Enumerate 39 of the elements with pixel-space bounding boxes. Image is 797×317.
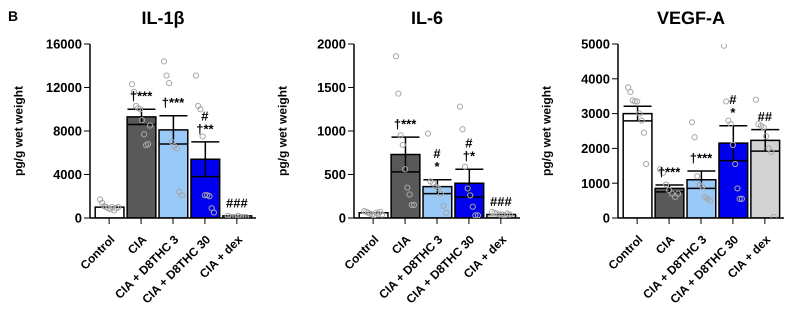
y-tick-label: 1000 xyxy=(317,124,346,139)
y-tick-label: 1500 xyxy=(317,80,346,96)
annotation: †*** xyxy=(690,150,714,166)
y-tick-label: 3000 xyxy=(581,106,610,122)
annotation: * xyxy=(730,105,736,120)
annotation: †*** xyxy=(130,88,154,104)
text: B xyxy=(8,8,18,24)
annotation: # xyxy=(729,92,738,108)
y-tick-label: 8000 xyxy=(53,124,82,139)
annotation: * xyxy=(434,159,440,174)
annotation: # xyxy=(433,146,442,162)
chart-title: VEGF-A xyxy=(656,8,726,30)
annotation: †*** xyxy=(162,95,186,110)
y-axis-title: pg/g wet weight xyxy=(11,86,26,176)
y-axis-title: pg/g wet weight xyxy=(275,86,290,176)
annotation: ## xyxy=(758,109,773,124)
annotation: †*** xyxy=(394,116,418,132)
annotation: # xyxy=(465,136,474,151)
y-tick-label: 5000 xyxy=(581,36,610,52)
annotation: †*** xyxy=(658,164,682,180)
y-tick-label: 12000 xyxy=(46,80,82,96)
y-tick-label: 4000 xyxy=(53,167,82,182)
y-axis-title: pg/g wet weight xyxy=(539,86,554,176)
y-tick-label: 0 xyxy=(602,210,610,226)
y-tick-label: 0 xyxy=(74,210,82,226)
y-tick-label: 500 xyxy=(324,167,346,182)
annotation: †** xyxy=(196,121,215,136)
chart-title: IL-6 xyxy=(410,8,444,30)
annotation: ### xyxy=(490,194,512,209)
annotation: †* xyxy=(462,148,476,164)
y-tick-label: 0 xyxy=(338,210,346,226)
chart-title: IL-1β xyxy=(142,8,184,28)
annotation: # xyxy=(201,108,210,124)
y-tick-label: 2000 xyxy=(581,141,610,156)
y-tick-label: 1000 xyxy=(581,176,610,191)
y-tick-label: 2000 xyxy=(317,36,346,52)
y-tick-label: 4000 xyxy=(581,71,610,86)
y-tick-label: 16000 xyxy=(46,36,82,52)
annotation: ### xyxy=(226,195,248,210)
